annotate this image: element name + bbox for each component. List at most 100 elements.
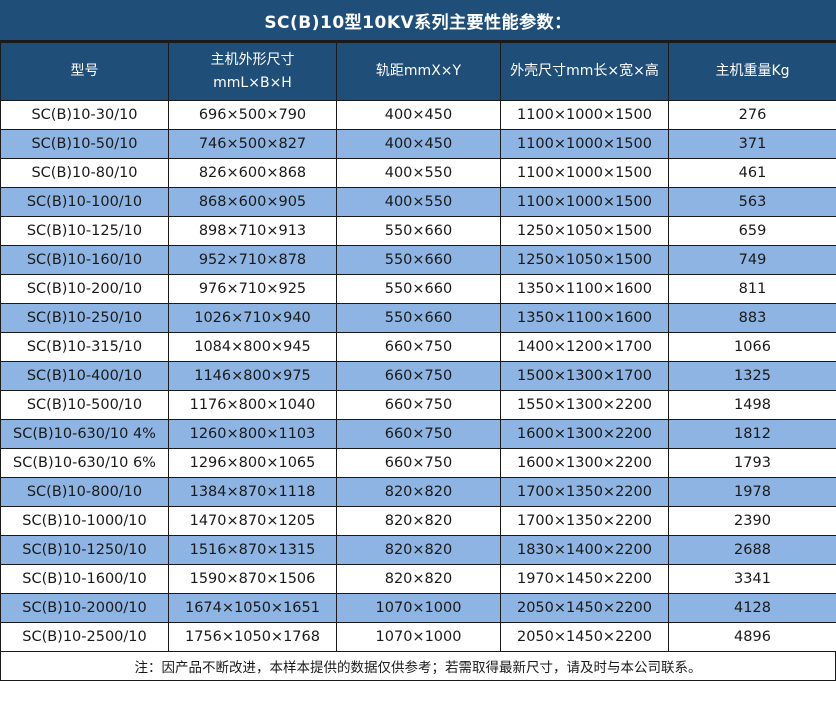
cell: 660×750 <box>336 419 501 449</box>
table-row: SC(B)10-80/10 826×600×868 400×550 1100×1000… <box>0 158 836 188</box>
cell: 1260×800×1103 <box>168 419 337 449</box>
cell: 1384×870×1118 <box>168 477 337 507</box>
cell: SC(B)10-250/10 <box>0 303 169 333</box>
cell: 1756×1050×1768 <box>168 622 337 652</box>
cell: 1470×870×1205 <box>168 506 337 536</box>
table-row: SC(B)10-100/10 868×600×905 400×550 1100×100… <box>0 187 836 217</box>
cell: 898×710×913 <box>168 216 337 246</box>
cell: 1250×1050×1500 <box>500 245 669 275</box>
cell: 1350×1100×1600 <box>500 303 669 333</box>
cell: 1793 <box>668 448 836 478</box>
cell: SC(B)10-630/10 6% <box>0 448 169 478</box>
col-header-enclosure: 外壳尺寸mm长×宽×高 <box>500 42 669 101</box>
cell: 868×600×905 <box>168 187 337 217</box>
cell: 2688 <box>668 535 836 565</box>
cell: 1550×1300×2200 <box>500 390 669 420</box>
table-row: SC(B)10-800/10 1384×870×1118 820×820 1700×1… <box>0 477 836 507</box>
table-row: SC(B)10-315/10 1084×800×945 660×750 1400×12… <box>0 332 836 362</box>
cell: SC(B)10-1000/10 <box>0 506 169 536</box>
cell: 1070×1000 <box>336 622 501 652</box>
cell: 563 <box>668 187 836 217</box>
spec-table: 型号 主机外形尺寸 mmL×B×H 轨距mmX×Y 外壳尺寸mm长×宽×高 主机… <box>0 42 836 652</box>
cell: 1498 <box>668 390 836 420</box>
table-row: SC(B)10-500/10 1176×800×1040 660×750 1550×1… <box>0 390 836 420</box>
cell: 1084×800×945 <box>168 332 337 362</box>
cell: 1296×800×1065 <box>168 448 337 478</box>
cell: 1350×1100×1600 <box>500 274 669 304</box>
cell: SC(B)10-630/10 4% <box>0 419 169 449</box>
cell: SC(B)10-50/10 <box>0 129 169 159</box>
cell: SC(B)10-1250/10 <box>0 535 169 565</box>
cell: SC(B)10-2500/10 <box>0 622 169 652</box>
table-row: SC(B)10-630/10 4% 1260×800×1103 660×750 160… <box>0 419 836 449</box>
cell: 820×820 <box>336 564 501 594</box>
cell: 1325 <box>668 361 836 391</box>
table-row: SC(B)10-250/10 1026×710×940 550×660 1350×11… <box>0 303 836 333</box>
cell: 696×500×790 <box>168 100 337 130</box>
col-header-weight: 主机重量Kg <box>668 42 836 101</box>
cell: 1026×710×940 <box>168 303 337 333</box>
cell: 976×710×925 <box>168 274 337 304</box>
table-row: SC(B)10-630/10 6% 1296×800×1065 660×750 160… <box>0 448 836 478</box>
cell: 660×750 <box>336 361 501 391</box>
cell: 1600×1300×2200 <box>500 419 669 449</box>
cell: 550×660 <box>336 245 501 275</box>
cell: 1830×1400×2200 <box>500 535 669 565</box>
table-row: SC(B)10-400/10 1146×800×975 660×750 1500×13… <box>0 361 836 391</box>
cell: 1070×1000 <box>336 593 501 623</box>
cell: 660×750 <box>336 332 501 362</box>
table-row: SC(B)10-1000/10 1470×870×1205 820×820 1700×… <box>0 506 836 536</box>
cell: 1100×1000×1500 <box>500 100 669 130</box>
cell: SC(B)10-1600/10 <box>0 564 169 594</box>
cell: 660×750 <box>336 448 501 478</box>
table-row: SC(B)10-50/10 746×500×827 400×450 1100×1000… <box>0 129 836 159</box>
cell: 660×750 <box>336 390 501 420</box>
cell: SC(B)10-315/10 <box>0 332 169 362</box>
footer-note: 注：因产品不断改进，本样本提供的数据仅供参考；若需取得最新尺寸，请及时与本公司联… <box>0 652 836 681</box>
cell: 1600×1300×2200 <box>500 448 669 478</box>
cell: 1700×1350×2200 <box>500 506 669 536</box>
cell: SC(B)10-125/10 <box>0 216 169 246</box>
page-title: SC(B)10型10KV系列主要性能参数： <box>0 0 836 42</box>
table-row: SC(B)10-1250/10 1516×870×1315 820×820 1830×… <box>0 535 836 565</box>
cell: 400×550 <box>336 158 501 188</box>
col-header-rail-gauge: 轨距mmX×Y <box>336 42 501 101</box>
cell: SC(B)10-160/10 <box>0 245 169 275</box>
cell: 1970×1450×2200 <box>500 564 669 594</box>
table-body: SC(B)10-30/10 696×500×790 400×450 1100×1000… <box>0 100 836 652</box>
cell: 1700×1350×2200 <box>500 477 669 507</box>
cell: 746×500×827 <box>168 129 337 159</box>
header-row: 型号 主机外形尺寸 mmL×B×H 轨距mmX×Y 外壳尺寸mm长×宽×高 主机… <box>0 42 836 101</box>
cell: 952×710×878 <box>168 245 337 275</box>
cell: 883 <box>668 303 836 333</box>
cell: 1100×1000×1500 <box>500 158 669 188</box>
cell: 820×820 <box>336 506 501 536</box>
cell: 1590×870×1506 <box>168 564 337 594</box>
cell: SC(B)10-80/10 <box>0 158 169 188</box>
cell: 1100×1000×1500 <box>500 187 669 217</box>
cell: 400×450 <box>336 100 501 130</box>
cell: 749 <box>668 245 836 275</box>
cell: SC(B)10-200/10 <box>0 274 169 304</box>
cell: SC(B)10-30/10 <box>0 100 169 130</box>
cell: 3341 <box>668 564 836 594</box>
table-row: SC(B)10-160/10 952×710×878 550×660 1250×105… <box>0 245 836 275</box>
cell: 400×550 <box>336 187 501 217</box>
cell: 550×660 <box>336 303 501 333</box>
col-header-dimensions: 主机外形尺寸 mmL×B×H <box>168 42 337 101</box>
cell: 2050×1450×2200 <box>500 622 669 652</box>
cell: SC(B)10-100/10 <box>0 187 169 217</box>
table-row: SC(B)10-125/10 898×710×913 550×660 1250×105… <box>0 216 836 246</box>
cell: 1516×870×1315 <box>168 535 337 565</box>
cell: 1674×1050×1651 <box>168 593 337 623</box>
cell: 2050×1450×2200 <box>500 593 669 623</box>
table-header: 型号 主机外形尺寸 mmL×B×H 轨距mmX×Y 外壳尺寸mm长×宽×高 主机… <box>0 42 836 101</box>
cell: 1176×800×1040 <box>168 390 337 420</box>
cell: SC(B)10-800/10 <box>0 477 169 507</box>
cell: 1066 <box>668 332 836 362</box>
table-row: SC(B)10-30/10 696×500×790 400×450 1100×1000… <box>0 100 836 130</box>
cell: 276 <box>668 100 836 130</box>
table-row: SC(B)10-2000/10 1674×1050×1651 1070×1000 20… <box>0 593 836 623</box>
cell: 550×660 <box>336 216 501 246</box>
